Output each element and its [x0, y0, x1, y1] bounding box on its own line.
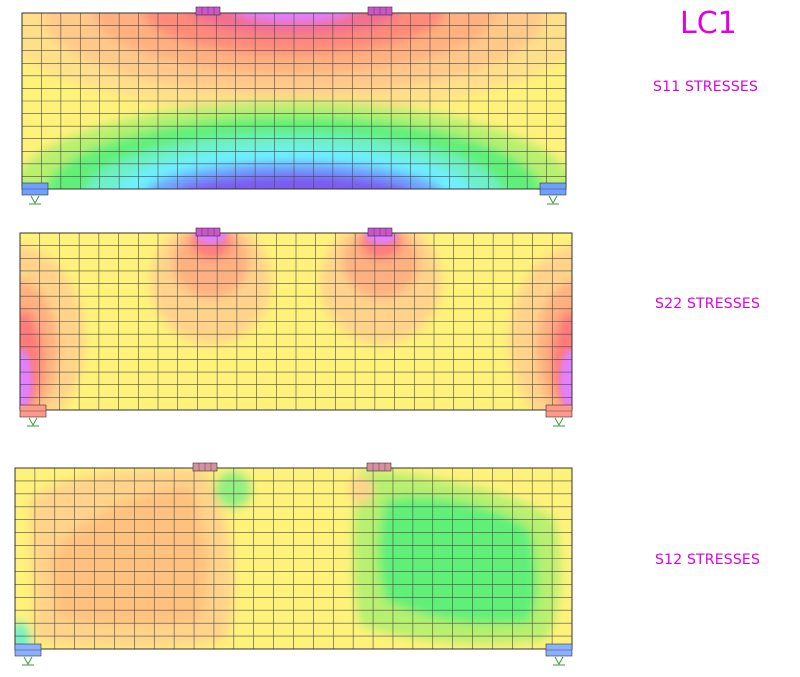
s22-support-left	[19, 404, 47, 427]
s12-support-right	[545, 643, 573, 666]
s11-mesh-grid	[22, 13, 566, 189]
s12-mesh-grid	[15, 468, 572, 649]
s12-load-plate-left	[192, 462, 218, 472]
s22-load-plate-left	[195, 227, 221, 237]
s12-support-left	[14, 643, 42, 666]
s22-stresses-label: S22 STRESSES	[655, 296, 761, 312]
s22-mesh-grid	[20, 233, 572, 410]
s22-support-right	[545, 404, 573, 427]
s12-contour-plot	[14, 462, 573, 666]
s22-load-plate-right	[367, 227, 393, 237]
s11-support-right	[539, 182, 567, 205]
load-case-title: LC1	[680, 6, 737, 41]
s11-beam-outline	[21, 12, 567, 190]
s22-beam-outline	[19, 232, 573, 411]
s22-contour-plot	[19, 227, 573, 427]
s11-contour-plot	[21, 6, 567, 205]
s11-load-plate-left	[195, 6, 221, 16]
s11-support-left	[21, 182, 49, 205]
s12-load-plate-right	[366, 462, 392, 472]
s11-load-plate-right	[367, 6, 393, 16]
s11-stresses-label: S11 STRESSES	[653, 79, 759, 95]
s12-stresses-label: S12 STRESSES	[655, 552, 761, 568]
s12-beam-outline	[14, 467, 573, 650]
